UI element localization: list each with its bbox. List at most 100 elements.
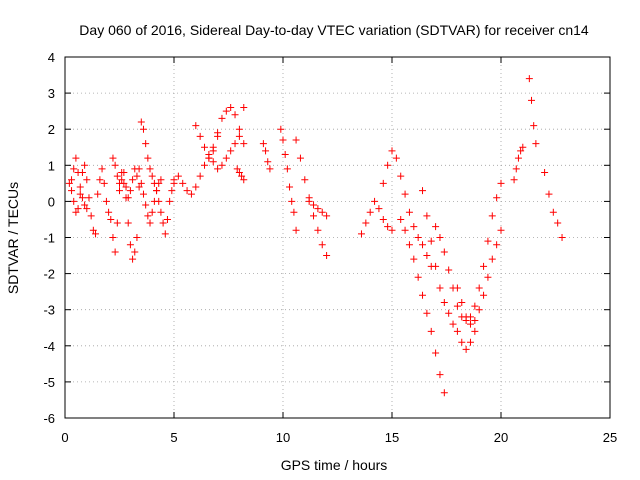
data-point bbox=[466, 338, 474, 346]
data-point bbox=[541, 169, 549, 177]
data-point bbox=[126, 241, 134, 249]
data-point bbox=[159, 219, 167, 227]
data-point bbox=[475, 284, 483, 292]
series-arc-15 bbox=[357, 197, 396, 238]
data-point bbox=[379, 215, 387, 223]
data-point bbox=[133, 234, 141, 241]
data-point bbox=[318, 208, 326, 216]
data-point bbox=[139, 190, 147, 198]
data-point bbox=[146, 165, 154, 173]
data-point bbox=[379, 179, 387, 187]
data-point bbox=[305, 197, 313, 205]
y-axis-label: SDTVAR / TECUs bbox=[5, 182, 21, 294]
series-arc-16 bbox=[379, 147, 435, 270]
data-point bbox=[290, 208, 298, 216]
data-point bbox=[259, 140, 267, 148]
data-point bbox=[323, 252, 331, 260]
data-point bbox=[545, 190, 553, 198]
data-point bbox=[238, 172, 246, 180]
data-point bbox=[124, 219, 132, 227]
data-point bbox=[144, 154, 152, 162]
data-point bbox=[179, 179, 187, 187]
data-point bbox=[514, 154, 522, 162]
data-point bbox=[218, 114, 226, 122]
data-point bbox=[135, 183, 143, 191]
data-point bbox=[279, 136, 287, 144]
series-arc-6 bbox=[135, 165, 165, 227]
data-point bbox=[440, 298, 448, 306]
data-point bbox=[388, 147, 396, 155]
series-arc-22 bbox=[525, 75, 540, 148]
data-point bbox=[235, 125, 243, 133]
data-point bbox=[436, 371, 444, 379]
series-arc-17 bbox=[397, 215, 448, 397]
data-point bbox=[98, 165, 106, 173]
data-point bbox=[384, 161, 392, 169]
y-tick-label: -4 bbox=[43, 339, 55, 354]
data-point bbox=[120, 169, 128, 177]
data-point bbox=[240, 140, 248, 148]
data-point bbox=[432, 223, 440, 231]
data-point bbox=[510, 176, 518, 184]
y-tick-label: -3 bbox=[43, 303, 55, 318]
data-point bbox=[72, 208, 80, 216]
data-point bbox=[111, 161, 119, 169]
data-point bbox=[497, 226, 505, 234]
data-point bbox=[201, 143, 209, 151]
y-tick-label: 3 bbox=[48, 86, 55, 101]
data-point bbox=[218, 161, 226, 169]
y-tick-label: 0 bbox=[48, 194, 55, 209]
data-point bbox=[532, 140, 540, 148]
data-point bbox=[292, 136, 300, 144]
data-point bbox=[87, 212, 95, 220]
series-arc-9 bbox=[205, 104, 248, 173]
data-point bbox=[68, 176, 76, 184]
data-point bbox=[126, 187, 134, 195]
x-tick-label: 25 bbox=[603, 430, 617, 445]
data-point bbox=[139, 125, 147, 133]
data-point bbox=[68, 187, 76, 195]
data-point bbox=[235, 132, 243, 140]
data-point bbox=[462, 345, 470, 353]
data-point bbox=[142, 201, 150, 209]
series-arc-1 bbox=[65, 161, 100, 238]
data-point bbox=[81, 161, 89, 169]
data-point bbox=[423, 252, 431, 260]
data-point bbox=[453, 327, 461, 335]
data-point bbox=[233, 165, 241, 173]
data-point bbox=[480, 291, 488, 299]
data-point bbox=[519, 143, 527, 151]
data-point bbox=[78, 194, 86, 202]
data-point bbox=[462, 313, 470, 321]
data-point bbox=[525, 75, 533, 83]
data-point bbox=[301, 176, 309, 184]
data-point bbox=[488, 212, 496, 220]
data-point bbox=[288, 197, 296, 205]
data-point bbox=[371, 197, 379, 205]
data-point bbox=[209, 147, 217, 155]
data-point bbox=[445, 309, 453, 317]
data-point bbox=[410, 223, 418, 231]
data-point bbox=[133, 172, 141, 180]
data-point bbox=[517, 147, 525, 155]
data-point bbox=[453, 302, 461, 310]
data-point bbox=[357, 230, 365, 238]
series-arc-8 bbox=[192, 104, 248, 162]
data-point bbox=[70, 165, 78, 173]
data-point bbox=[397, 172, 405, 180]
x-axis-label: GPS time / hours bbox=[281, 457, 388, 473]
data-point bbox=[493, 241, 501, 249]
x-tick-label: 0 bbox=[61, 430, 68, 445]
data-point bbox=[231, 140, 239, 148]
data-point bbox=[227, 147, 235, 155]
data-point bbox=[235, 169, 243, 177]
data-point bbox=[480, 262, 488, 270]
y-tick-labels: -6 -5 -4 -3 -2 -1 0 1 2 3 4 bbox=[43, 50, 55, 426]
data-point bbox=[148, 172, 156, 180]
data-point bbox=[214, 165, 222, 173]
data-point bbox=[423, 212, 431, 220]
data-point bbox=[436, 284, 444, 292]
data-point bbox=[314, 226, 322, 234]
data-point bbox=[458, 338, 466, 346]
data-point bbox=[366, 208, 374, 216]
